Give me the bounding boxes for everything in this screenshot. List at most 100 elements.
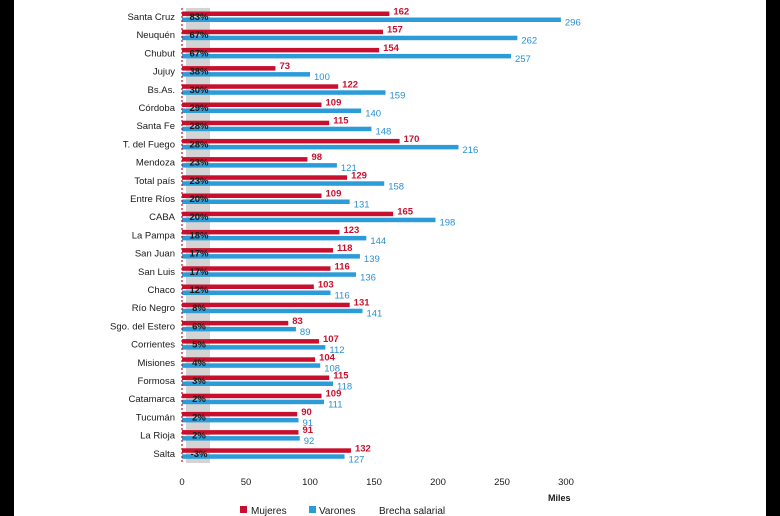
value-label-varones-la-rioja: 92 [304, 436, 315, 447]
brecha-label-entre-rios: 20% [189, 194, 209, 205]
value-label-mujeres-mendoza: 98 [311, 152, 322, 163]
category-label-la-rioja: La Rioja [140, 431, 176, 442]
bar-mujeres-caba [182, 211, 394, 217]
bar-varones-neuquen [182, 35, 518, 41]
x-tick-label-150: 150 [366, 477, 382, 488]
value-label-varones-misiones: 108 [324, 363, 340, 374]
brecha-label-total-pais: 23% [189, 176, 209, 187]
category-label-jujuy: Jujuy [153, 67, 175, 78]
value-label-varones-sgo-del-estero: 89 [300, 327, 311, 338]
bar-varones-san-luis [182, 272, 357, 277]
legend-swatch-varones [309, 506, 316, 513]
bar-varones-formosa [182, 381, 334, 386]
bar-varones-la-pampa [182, 235, 367, 241]
bar-varones-t-del-fuego [182, 144, 459, 150]
bar-varones-salta [182, 454, 345, 459]
bar-mujeres-santa-cruz [182, 11, 390, 16]
value-label-mujeres-total-pais: 129 [351, 170, 367, 181]
bar-varones-la-rioja [182, 436, 300, 441]
value-label-mujeres-misiones: 104 [319, 352, 336, 363]
brecha-label-tucuman: 2% [192, 412, 206, 423]
brecha-label-caba: 20% [189, 212, 209, 223]
brecha-label-catamarca: 2% [192, 394, 206, 405]
value-label-mujeres-formosa: 115 [333, 371, 349, 382]
x-tick-label-300: 300 [558, 477, 574, 488]
value-label-mujeres-san-juan: 118 [337, 243, 352, 254]
bar-varones-catamarca [182, 399, 325, 405]
x-tick-label-250: 250 [494, 477, 510, 488]
legend-label-varones: Varones [319, 506, 356, 516]
category-label-tucuman: Tucumán [136, 412, 175, 423]
bar-mujeres-sgo-del-estero [182, 320, 289, 326]
category-label-mendoza: Mendoza [136, 158, 176, 169]
bar-varones-santa-cruz [182, 17, 561, 22]
bar-varones-tucuman [182, 417, 299, 423]
legend-swatch-mujeres [240, 506, 247, 513]
category-label-bs-as: Bs.As. [148, 85, 175, 96]
value-label-varones-tucuman: 91 [302, 418, 313, 429]
category-label-rio-negro: Río Negro [132, 303, 175, 314]
brecha-label-la-rioja: 2% [192, 431, 206, 442]
x-tick-label-0: 0 [179, 477, 184, 488]
brecha-label-san-juan: 17% [189, 249, 209, 260]
brecha-label-corrientes: 5% [192, 340, 206, 351]
value-label-mujeres-catamarca: 109 [326, 389, 342, 400]
brecha-label-salta: -3% [191, 449, 208, 460]
value-label-mujeres-chubut: 154 [383, 43, 400, 54]
bar-varones-entre-rios [182, 199, 350, 204]
chart-canvas: Santa Cruz 83% 162 296 Neuquén 67% 157 262 Chubu… [14, 0, 766, 516]
bar-mujeres-san-juan [182, 248, 334, 253]
value-label-varones-t-del-fuego: 216 [462, 145, 478, 156]
bar-mujeres-cordoba [182, 102, 322, 107]
value-label-varones-san-luis: 136 [360, 272, 376, 283]
value-label-varones-jujuy: 100 [314, 72, 330, 83]
value-label-varones-catamarca: 111 [328, 400, 342, 411]
brecha-label-bs-as: 30% [189, 85, 209, 96]
category-label-santa-cruz: Santa Cruz [127, 12, 175, 23]
value-label-varones-mendoza: 121 [341, 163, 357, 174]
bar-varones-chaco [182, 290, 331, 295]
bar-varones-bs-as [182, 90, 386, 95]
brecha-label-misiones: 4% [192, 358, 206, 369]
category-label-t-del-fuego: T. del Fuego [123, 139, 175, 150]
value-label-mujeres-la-rioja: 91 [302, 425, 313, 436]
brecha-label-san-luis: 17% [189, 267, 209, 278]
brecha-label-santa-fe: 28% [189, 121, 209, 132]
value-label-varones-bs-as: 159 [390, 90, 406, 101]
brecha-label-formosa: 3% [192, 376, 206, 387]
bar-mujeres-misiones [182, 357, 316, 362]
bar-mujeres-san-luis [182, 266, 331, 271]
category-label-neuquen: Neuquén [136, 30, 175, 41]
value-label-mujeres-neuquen: 157 [387, 25, 403, 36]
value-label-mujeres-chaco: 103 [318, 280, 334, 291]
bar-mujeres-bs-as [182, 84, 339, 89]
brecha-label-rio-negro: 8% [192, 303, 206, 314]
value-label-varones-caba: 198 [439, 218, 455, 229]
value-label-varones-neuquen: 262 [521, 36, 537, 47]
category-label-san-luis: San Luis [138, 267, 175, 278]
brecha-label-chubut: 67% [189, 48, 209, 59]
brecha-label-la-pampa: 18% [189, 230, 209, 241]
value-label-mujeres-salta: 132 [355, 443, 371, 454]
value-label-mujeres-t-del-fuego: 170 [404, 134, 420, 145]
bar-mujeres-total-pais [182, 175, 348, 180]
bar-mujeres-salta [182, 448, 351, 453]
bar-varones-corrientes [182, 345, 326, 350]
bar-varones-mendoza [182, 163, 337, 168]
brecha-label-mendoza: 23% [189, 158, 209, 169]
x-tick-label-100: 100 [302, 477, 318, 488]
bar-mujeres-t-del-fuego [182, 138, 400, 144]
value-label-varones-chaco: 116 [334, 291, 349, 302]
brecha-label-santa-cruz: 83% [189, 12, 209, 23]
value-label-mujeres-rio-negro: 131 [354, 298, 371, 309]
bar-mujeres-tucuman [182, 411, 298, 417]
bar-mujeres-mendoza [182, 157, 308, 162]
value-label-varones-formosa: 118 [337, 382, 352, 393]
bar-varones-chubut [182, 53, 511, 59]
bar-varones-total-pais [182, 181, 385, 186]
value-label-mujeres-cordoba: 109 [326, 98, 342, 109]
category-label-cordoba: Córdoba [139, 103, 176, 114]
x-tick-label-200: 200 [430, 477, 446, 488]
category-label-santa-fe: Santa Fe [136, 121, 175, 132]
value-label-mujeres-santa-cruz: 162 [393, 7, 409, 18]
